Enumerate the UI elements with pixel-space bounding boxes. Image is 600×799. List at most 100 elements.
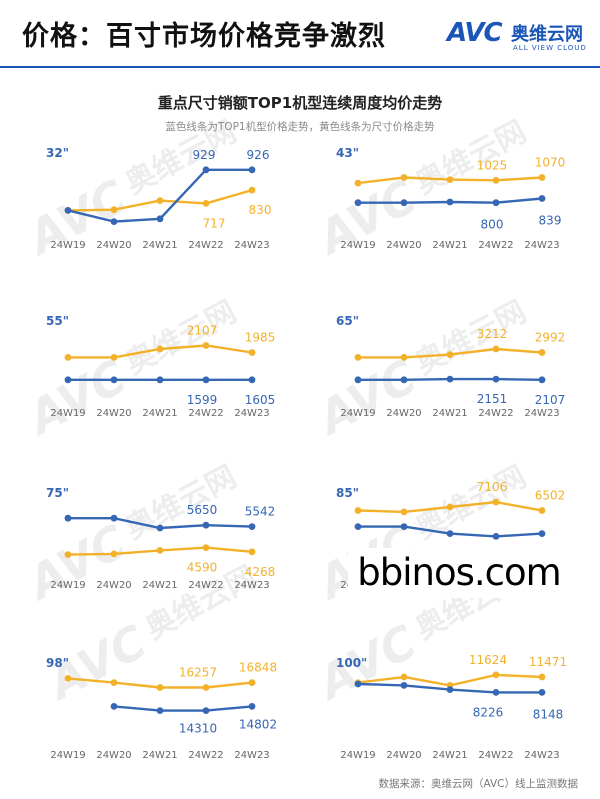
blue-data-point (538, 530, 546, 537)
x-tick-label: 24W19 (340, 408, 375, 419)
x-tick-label: 24W20 (386, 408, 421, 419)
yellow-data-point (64, 354, 72, 361)
yellow-data-point (64, 675, 72, 682)
data-label: 6502 (535, 489, 566, 503)
blue-data-point (248, 376, 256, 384)
blue-series-line (113, 705, 253, 712)
x-tick-label: 24W23 (234, 408, 269, 419)
data-label: 2151 (477, 392, 508, 406)
panel-5: 75" 24W19 24W20 24W21 24W22 24W23 5650 5542 4590… (46, 486, 275, 591)
panel-8: 100" 24W19 24W20 24W21 24W22 24W23 11624 11471 8… (336, 653, 567, 761)
data-label: 2107 (535, 393, 566, 407)
x-tick-label: 24W19 (340, 240, 375, 251)
blue-data-point (400, 376, 408, 384)
blue-data-point (446, 530, 454, 537)
x-tick-label: 24W23 (524, 240, 559, 251)
x-tick-label: 24W20 (96, 408, 131, 419)
blue-data-point (400, 682, 408, 689)
blue-data-point (64, 376, 72, 384)
yellow-data-point (538, 349, 546, 356)
blue-data-point (446, 686, 454, 693)
page-title: 价格：百寸市场价格竞争激烈 (22, 21, 386, 52)
x-tick-label: 24W21 (142, 580, 177, 591)
size-label: 43" (336, 146, 359, 160)
data-label: 2992 (535, 331, 566, 345)
yellow-data-point (446, 176, 454, 184)
data-label: 717 (203, 216, 226, 230)
blue-data-point (156, 524, 164, 532)
x-tick-label: 24W22 (188, 750, 223, 761)
svg-text:奥维云网: 奥维云网 (410, 294, 532, 381)
panel-2: 43" 24W19 24W20 24W21 24W22 24W23 1025 1070 800 8… (336, 146, 565, 251)
blue-data-point (446, 375, 454, 383)
yellow-data-point (492, 345, 500, 353)
yellow-data-point (492, 498, 500, 506)
x-tick-label: 24W21 (432, 750, 467, 761)
data-label: 11471 (529, 655, 567, 669)
data-label: 830 (249, 203, 272, 217)
yellow-data-point (248, 349, 256, 356)
x-tick-label: 24W20 (96, 580, 131, 591)
size-label: 65" (336, 314, 359, 328)
blue-data-point (110, 514, 118, 522)
blue-data-point (354, 523, 362, 530)
blue-data-point (400, 199, 408, 207)
svg-text:奥维云网: 奥维云网 (120, 294, 242, 381)
data-label: 1605 (245, 393, 276, 407)
blue-data-point (248, 523, 256, 530)
size-label: 75" (46, 486, 69, 500)
blue-data-point (156, 376, 164, 384)
data-label: 800 (481, 218, 504, 232)
x-tick-label: 24W19 (50, 408, 85, 419)
yellow-data-point (354, 179, 362, 187)
yellow-data-point (110, 550, 118, 558)
svg-text:AVC: AVC (17, 349, 135, 446)
logo-chinese-name: 奥维云网 (511, 24, 583, 45)
x-tick-label: 24W21 (142, 750, 177, 761)
x-tick-label: 24W23 (524, 408, 559, 419)
chart-title: 重点尺寸销额TOP1机型连续周度均价走势 (157, 94, 443, 112)
logo-mark: AVC (447, 18, 503, 48)
yellow-data-point (202, 544, 210, 551)
yellow-data-point (156, 547, 164, 554)
yellow-data-point (156, 684, 164, 691)
x-tick-label: 24W23 (234, 580, 269, 591)
yellow-data-point (400, 673, 408, 681)
data-label: 14310 (179, 722, 217, 736)
yellow-data-point (538, 174, 546, 181)
x-tick-label: 24W22 (188, 408, 223, 419)
data-label: 2107 (187, 324, 218, 338)
x-tick-label: 24W20 (386, 750, 421, 761)
data-label: 4590 (187, 561, 218, 575)
blue-data-point (156, 215, 164, 223)
yellow-data-point (248, 679, 256, 686)
x-tick-label: 24W21 (142, 240, 177, 251)
data-label: 16257 (179, 666, 217, 680)
yellow-data-point (492, 671, 500, 679)
blue-data-point (202, 376, 210, 384)
yellow-data-point (446, 351, 454, 358)
blue-data-point (110, 376, 118, 384)
size-label: 32" (46, 146, 69, 160)
x-tick-label: 24W21 (142, 408, 177, 419)
x-tick-label: 24W20 (386, 240, 421, 251)
yellow-data-point (248, 186, 256, 194)
data-label: 4268 (245, 565, 276, 579)
blue-data-point (248, 703, 256, 710)
yellow-data-point (492, 176, 500, 184)
yellow-data-point (400, 354, 408, 361)
panel-3: 55" 24W19 24W20 24W21 24W22 24W23 2107 1985 1599… (46, 314, 275, 419)
data-label: 1070 (535, 156, 566, 170)
blue-data-point (354, 199, 362, 207)
data-label: 1599 (187, 393, 218, 407)
data-label: 16848 (239, 661, 277, 675)
panel-1: 32" 24W19 24W20 24W21 24W22 24W23 929 926 717 830 (46, 146, 271, 251)
x-tick-label: 24W19 (50, 240, 85, 251)
yellow-data-point (202, 342, 210, 349)
yellow-data-point (110, 679, 118, 686)
yellow-data-point (110, 206, 118, 214)
blue-data-point (354, 376, 362, 384)
yellow-data-point (64, 551, 72, 558)
x-tick-label: 24W21 (432, 408, 467, 419)
